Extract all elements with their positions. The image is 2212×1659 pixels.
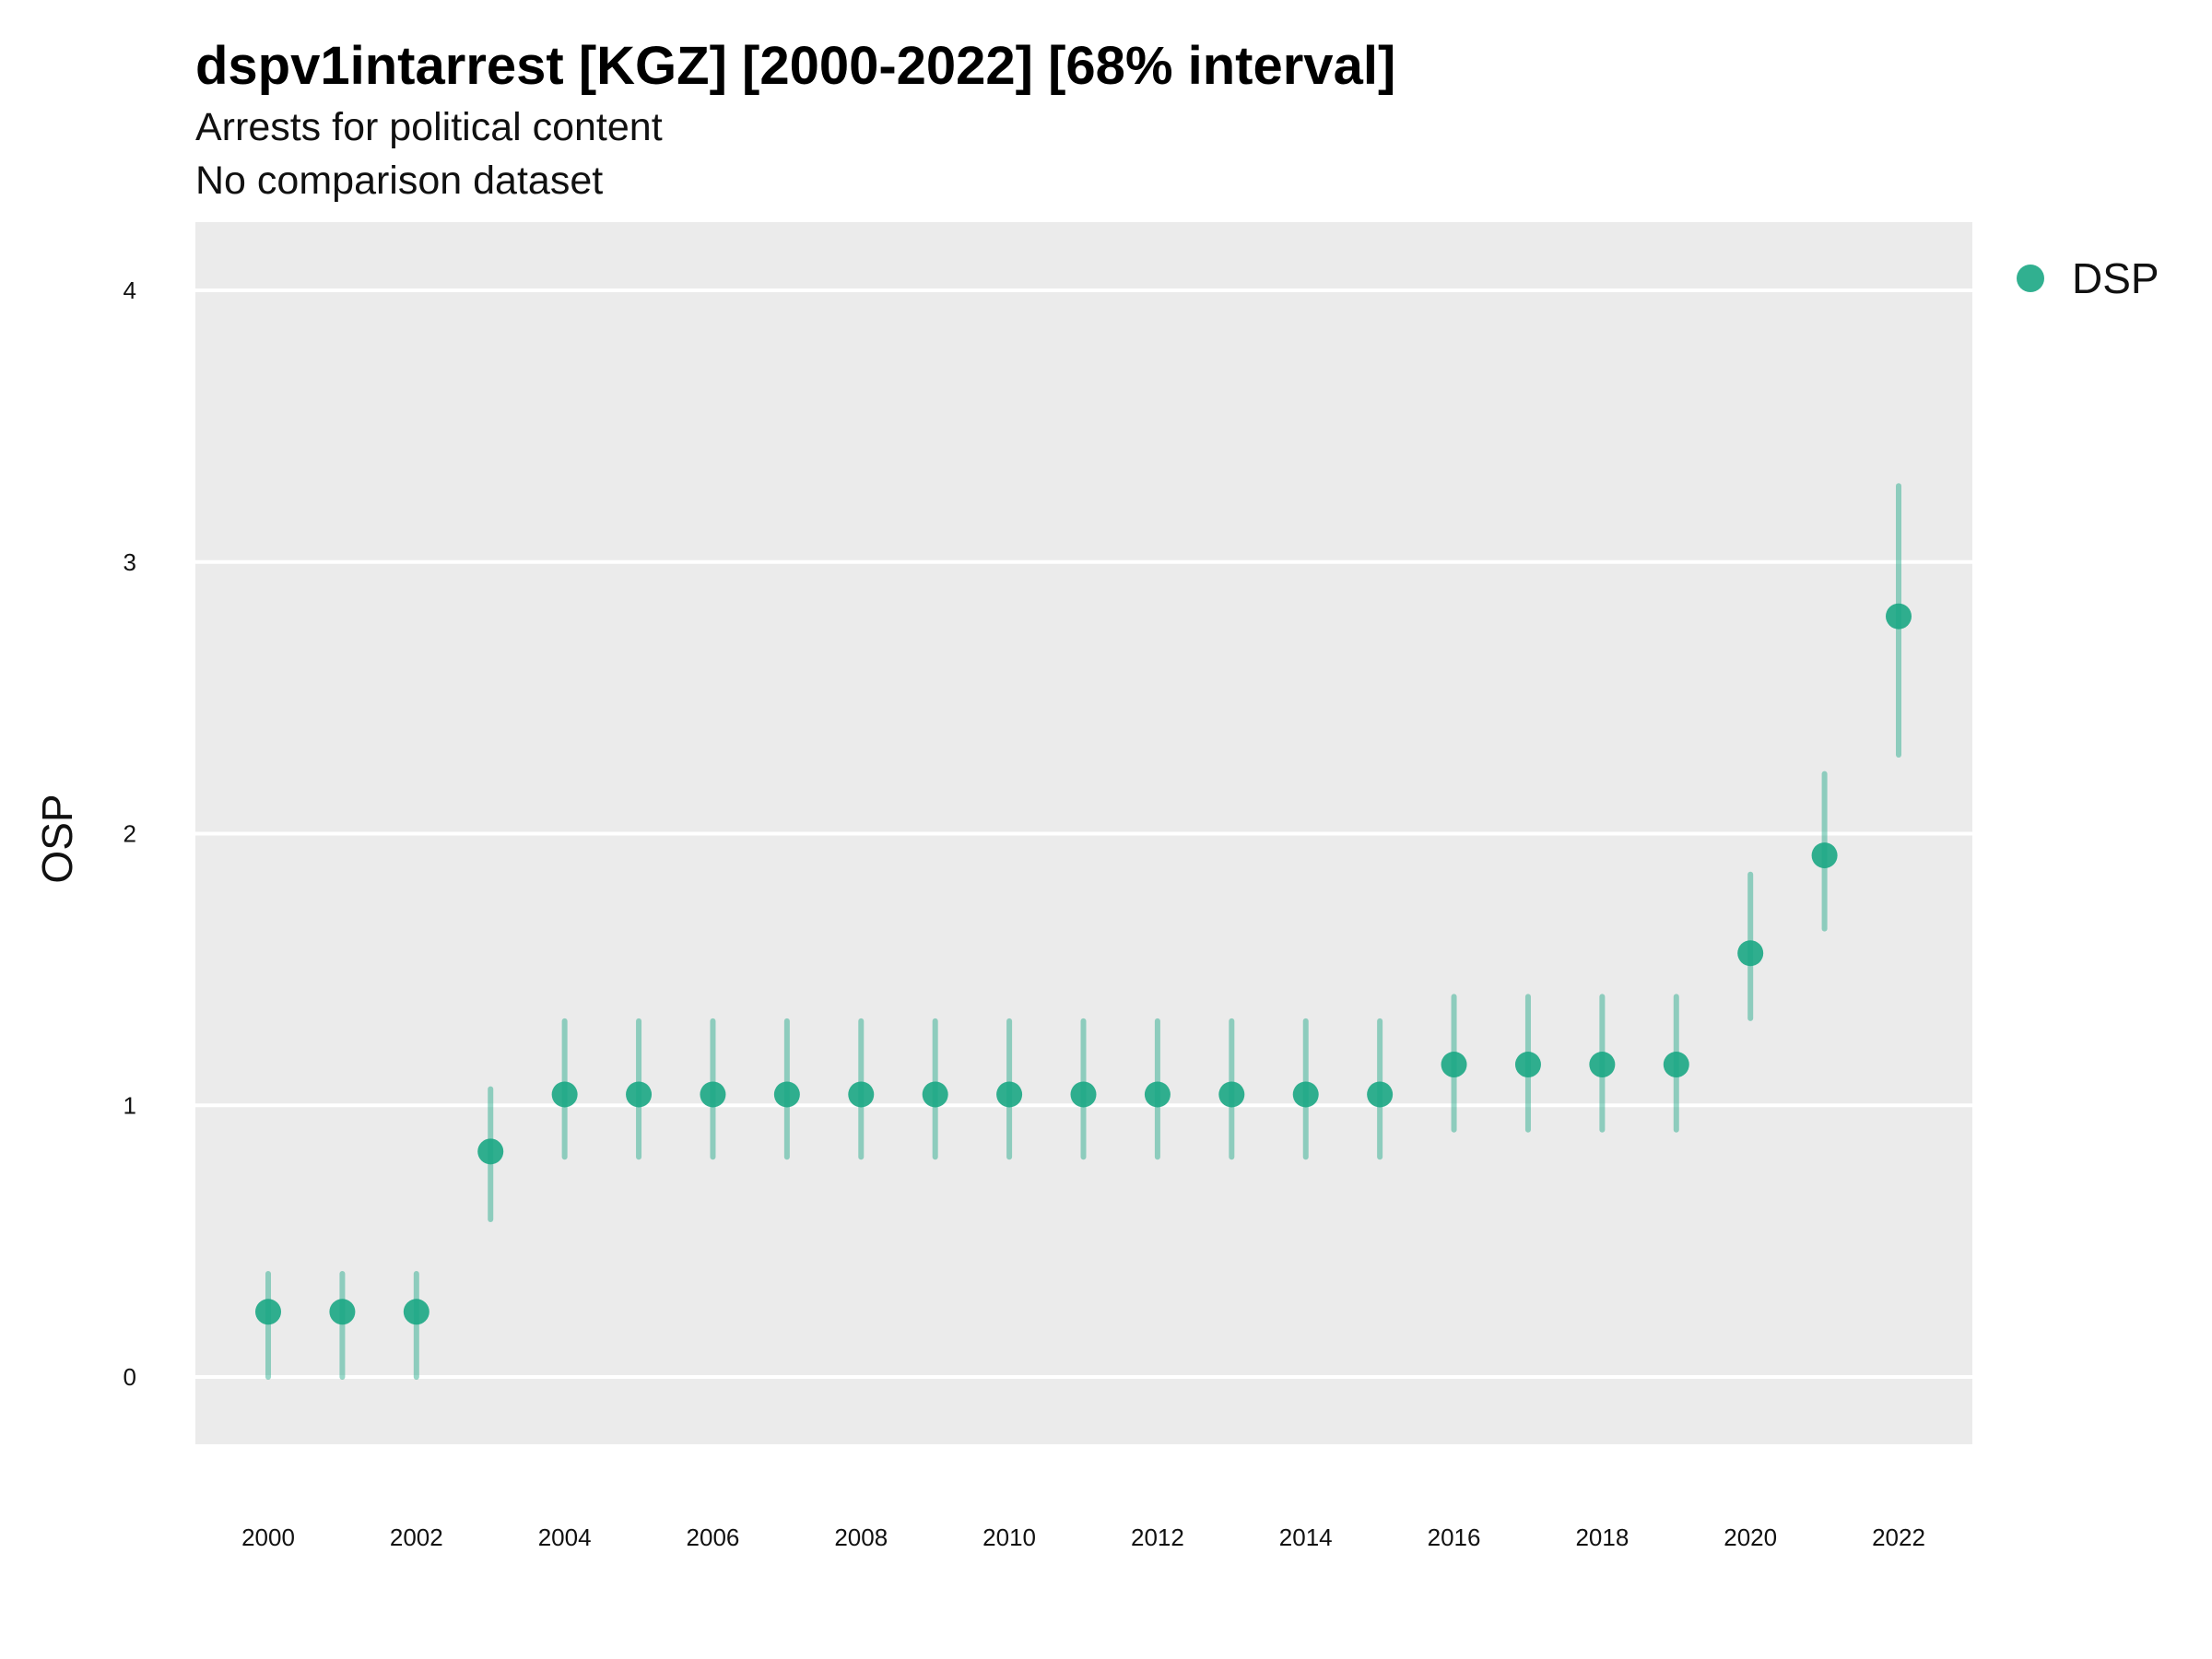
y-tick-label: 3 <box>124 548 136 576</box>
chart-title: dspv1intarrest [KGZ] [2000-2022] [68% in… <box>195 36 1396 96</box>
data-point <box>1441 1052 1467 1078</box>
data-point <box>403 1299 429 1325</box>
x-tick-label: 2004 <box>538 1524 592 1551</box>
data-point <box>1811 842 1838 869</box>
data-marks <box>255 483 1912 1380</box>
data-point <box>848 1081 875 1108</box>
legend-label: DSP <box>2072 254 2159 302</box>
y-tick-label: 4 <box>124 276 136 304</box>
data-point <box>1589 1052 1616 1078</box>
x-tick-label: 2010 <box>982 1524 1036 1551</box>
y-tick-label: 0 <box>124 1363 136 1391</box>
data-point <box>477 1138 504 1165</box>
data-point <box>1514 1052 1541 1078</box>
data-point <box>329 1299 356 1325</box>
x-tick-label: 2020 <box>1724 1524 1777 1551</box>
data-point <box>1292 1081 1319 1108</box>
data-point <box>1218 1081 1245 1108</box>
data-point <box>626 1081 653 1108</box>
data-point <box>551 1081 578 1108</box>
legend-dot-icon <box>2017 265 2044 292</box>
x-tick-label: 2000 <box>241 1524 295 1551</box>
chart-subtitle: Arrests for political content <box>195 105 663 149</box>
data-point <box>700 1081 726 1108</box>
x-tick-label: 2012 <box>1131 1524 1184 1551</box>
data-point <box>255 1299 281 1325</box>
x-tick-label: 2016 <box>1428 1524 1481 1551</box>
x-tick-label: 2018 <box>1575 1524 1629 1551</box>
x-tick-label: 2006 <box>687 1524 740 1551</box>
x-tick-label: 2022 <box>1872 1524 1925 1551</box>
data-point <box>1070 1081 1097 1108</box>
legend: DSP <box>2017 253 2159 303</box>
y-axis-ticks: 0 1 2 3 4 <box>124 276 136 1391</box>
data-point <box>1737 940 1764 967</box>
x-tick-label: 2008 <box>834 1524 888 1551</box>
data-point <box>922 1081 948 1108</box>
data-point <box>773 1081 800 1108</box>
data-point <box>1144 1081 1171 1108</box>
data-point <box>996 1081 1023 1108</box>
y-tick-label: 2 <box>124 820 136 848</box>
data-point <box>1886 603 1912 629</box>
x-tick-label: 2014 <box>1279 1524 1333 1551</box>
x-axis-ticks: 2000 2002 2004 2006 2008 2010 2012 2014 2016 2018… <box>241 1524 1925 1551</box>
chart-subtitle-secondary: No comparison dataset <box>195 159 604 203</box>
y-tick-label: 1 <box>124 1091 136 1119</box>
data-point <box>1367 1081 1394 1108</box>
data-point <box>1663 1052 1689 1078</box>
x-tick-label: 2002 <box>390 1524 443 1551</box>
